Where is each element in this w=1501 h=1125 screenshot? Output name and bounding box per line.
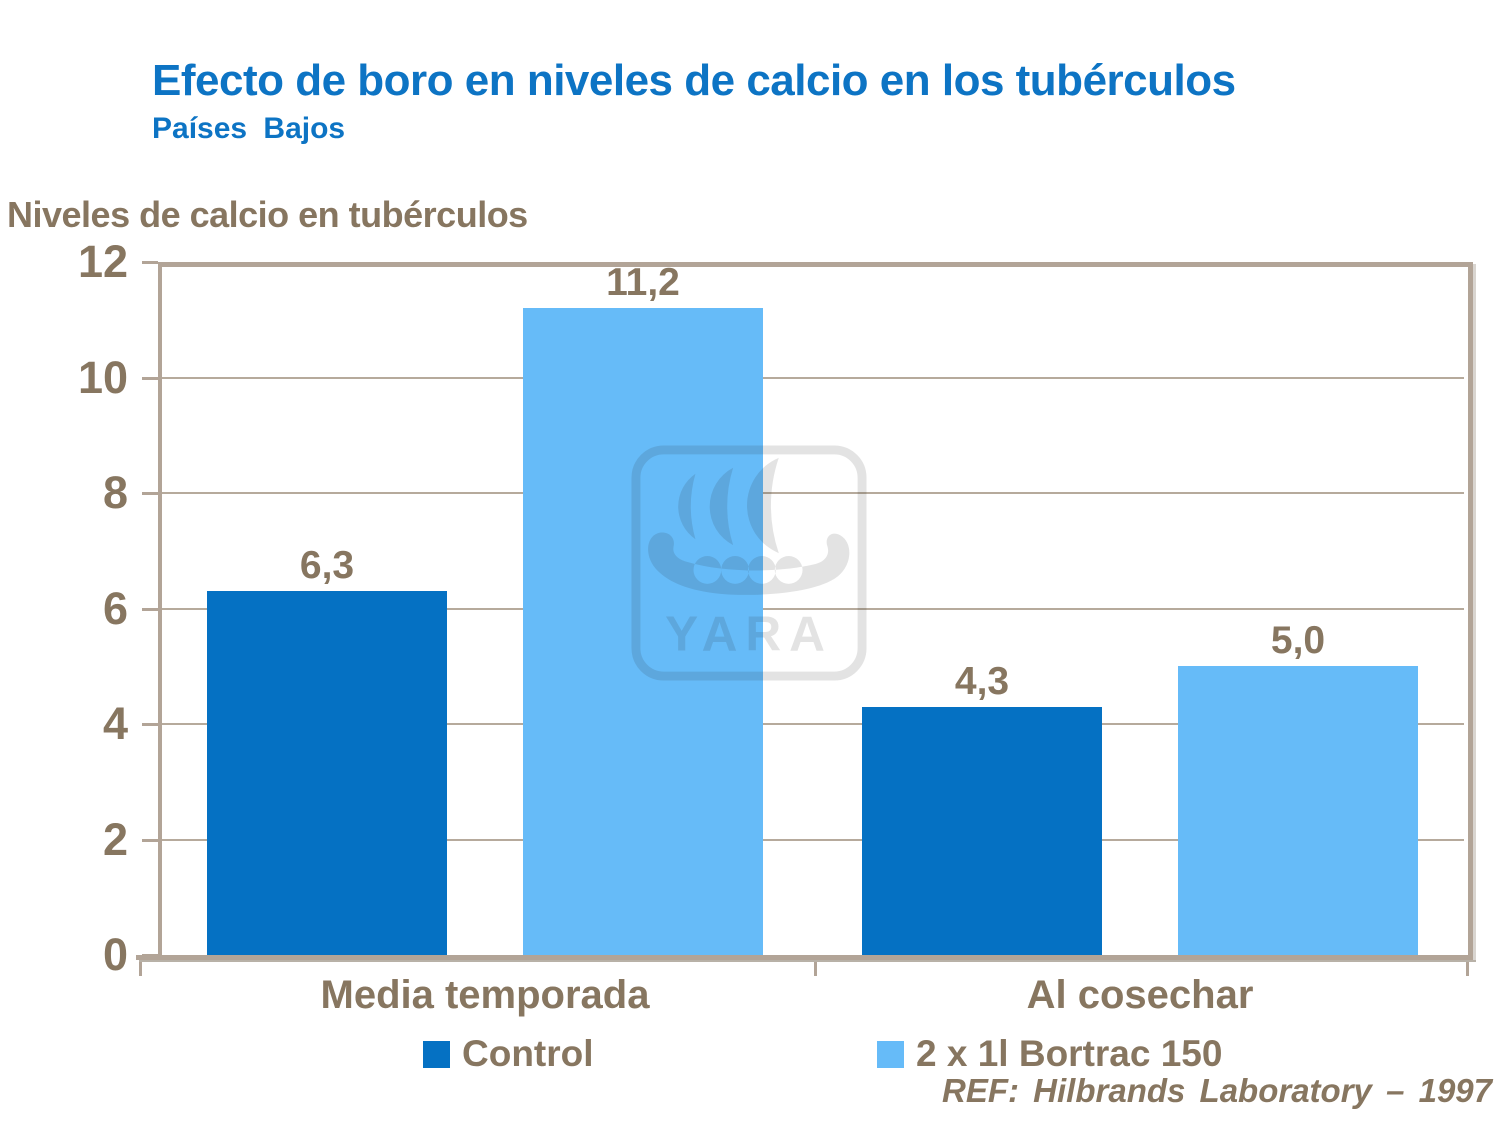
page-subtitle: Países Bajos [152, 112, 346, 145]
bar-value-label: 11,2 [606, 261, 680, 305]
page-title: Efecto de boro en niveles de calcio en l… [152, 56, 1236, 105]
legend-item-bortrac: 2 x 1l Bortrac 150 [877, 1032, 1222, 1076]
plot-area [158, 262, 1473, 960]
chart-heading: Niveles de calcio en tubérculos [7, 194, 528, 235]
y-axis-tick [142, 492, 158, 495]
x-axis-tick [1466, 958, 1469, 976]
y-axis-tick [142, 723, 158, 726]
reference-text: REF: Hilbrands Laboratory – 1997 [942, 1072, 1492, 1109]
gridline [162, 492, 1464, 494]
y-axis-label: 0 [102, 929, 128, 980]
x-axis-shadow [139, 960, 1476, 962]
legend-label-bortrac: 2 x 1l Bortrac 150 [916, 1033, 1223, 1074]
gridline [162, 723, 1464, 725]
gridline [162, 376, 1464, 379]
y-axis-label: 12 [77, 236, 128, 287]
category-label: Al cosechar [1026, 973, 1254, 1017]
y-axis-label: 8 [102, 467, 128, 518]
y-axis-label: 10 [77, 351, 128, 403]
bar [523, 308, 763, 955]
y-axis-tick [142, 376, 158, 380]
y-axis-tick [142, 261, 158, 264]
legend-item-control: Control [423, 1032, 594, 1076]
control-swatch-icon [423, 1040, 450, 1068]
bar-value-label: 4,3 [954, 659, 1010, 703]
bar [1178, 666, 1418, 955]
y-axis-tick [142, 838, 158, 842]
y-axis-tick [142, 607, 158, 611]
y-axis-label: 4 [102, 698, 128, 749]
category-label: Media temporada [320, 973, 650, 1017]
bar [207, 591, 447, 955]
x-axis-line [136, 955, 1473, 960]
bar-value-label: 5,0 [1270, 619, 1326, 663]
bar-value-label: 6,3 [299, 544, 355, 588]
gridline [162, 838, 1464, 841]
bortrac-swatch-icon [877, 1040, 904, 1068]
gridline [162, 607, 1464, 610]
y-axis-label: 6 [102, 582, 128, 634]
legend-label-control: Control [462, 1033, 594, 1074]
x-axis-tick [139, 958, 142, 976]
y-axis-label: 2 [102, 813, 128, 865]
bar [862, 706, 1102, 955]
x-axis-tick [814, 958, 817, 976]
